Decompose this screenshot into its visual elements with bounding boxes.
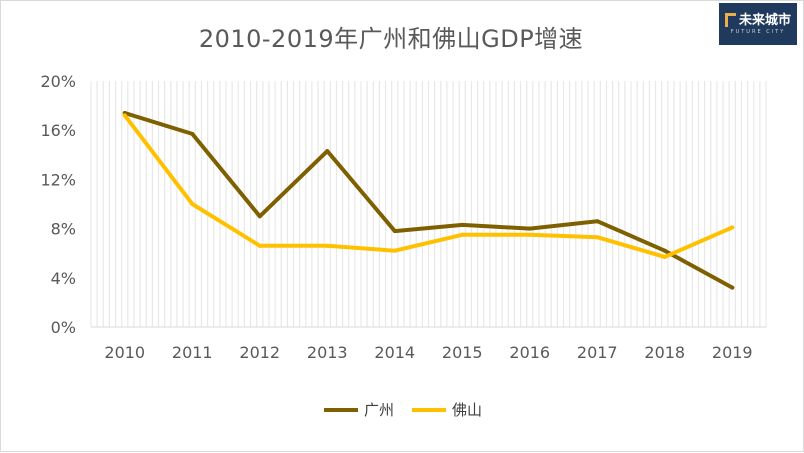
data-point bbox=[257, 243, 262, 248]
data-point bbox=[122, 113, 127, 118]
legend-item-series-0: 广州 bbox=[323, 399, 394, 420]
legend-swatch-series-0 bbox=[323, 407, 358, 412]
x-tick-label: 2014 bbox=[374, 343, 415, 362]
data-point bbox=[595, 219, 600, 224]
x-tick-label: 2018 bbox=[644, 343, 685, 362]
x-tick-label: 2012 bbox=[239, 343, 280, 362]
y-tick-label: 16% bbox=[40, 121, 76, 140]
x-tick-label: 2010 bbox=[104, 343, 145, 362]
data-point bbox=[257, 214, 262, 219]
data-point bbox=[325, 149, 330, 154]
x-tick-label: 2013 bbox=[307, 343, 348, 362]
y-tick-label: 12% bbox=[40, 170, 76, 189]
logo-wordmark: 未来城市 bbox=[724, 12, 791, 28]
legend-label-series-0: 广州 bbox=[363, 401, 394, 419]
data-point bbox=[527, 232, 532, 237]
y-tick-label: 20% bbox=[40, 72, 76, 91]
x-tick-label: 2017 bbox=[577, 343, 618, 362]
data-point bbox=[662, 248, 667, 253]
chart-title: 2010-2019年广州和佛山GDP增速 bbox=[198, 25, 584, 53]
y-tick-label: 0% bbox=[51, 318, 76, 337]
data-point bbox=[392, 248, 397, 253]
data-point bbox=[460, 222, 465, 227]
x-tick-label: 2015 bbox=[442, 343, 483, 362]
y-tick-label: 8% bbox=[51, 220, 76, 239]
legend-item-series-1: 佛山 bbox=[412, 399, 482, 420]
logo-text: 未来城市 bbox=[738, 12, 791, 28]
series-line-1 bbox=[122, 113, 735, 259]
data-point bbox=[730, 285, 735, 290]
data-point bbox=[190, 131, 195, 136]
x-tick-label: 2019 bbox=[712, 343, 753, 362]
data-point bbox=[662, 254, 667, 259]
data-point bbox=[325, 243, 330, 248]
data-point bbox=[730, 225, 735, 230]
data-point bbox=[190, 202, 195, 206]
logo-subtext: FUTURE CITY bbox=[730, 29, 786, 35]
data-point bbox=[460, 232, 465, 237]
legend: 广州 佛山 bbox=[1, 399, 804, 420]
legend-swatch-series-1 bbox=[412, 407, 446, 412]
x-tick-label: 2011 bbox=[172, 343, 213, 362]
logo-mark-icon bbox=[724, 13, 737, 27]
data-point bbox=[595, 235, 600, 240]
series-line-0 bbox=[122, 111, 735, 290]
legend-label-series-1: 佛山 bbox=[452, 401, 483, 419]
data-point bbox=[527, 226, 532, 231]
x-tick-label: 2016 bbox=[509, 343, 550, 362]
y-tick-label: 4% bbox=[51, 269, 76, 288]
brand-logo: 未来城市 FUTURE CITY bbox=[719, 3, 797, 45]
data-point bbox=[392, 229, 397, 234]
